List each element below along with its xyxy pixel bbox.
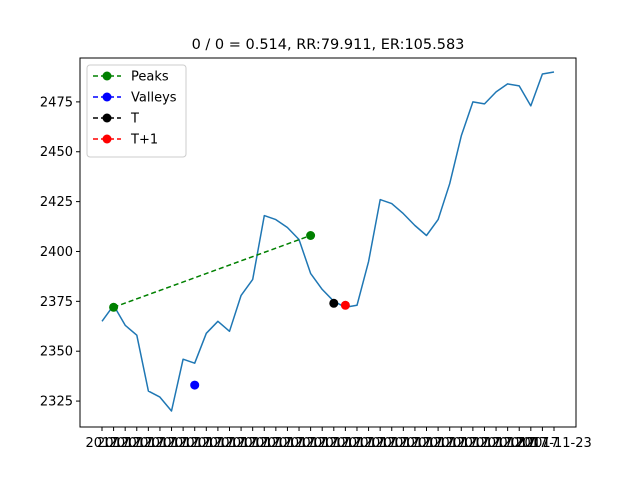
legend-marker-valleys xyxy=(102,92,112,102)
x-tick-label: 2017 xyxy=(97,436,130,451)
x-tick-label: 2017 xyxy=(132,436,165,451)
x-tick-label: 2017 xyxy=(468,436,501,451)
t-1-marker xyxy=(340,300,350,310)
x-tick-label: 2017-11-23 xyxy=(516,436,592,451)
x-tick-label: 2017 xyxy=(213,436,246,451)
x-tick-label: 2017 xyxy=(155,436,188,451)
chart-title: 0 / 0 = 0.514, RR:79.911, ER:105.583 xyxy=(192,37,465,53)
x-tick-label: 2017 xyxy=(422,436,455,451)
x-tick-label: 2017 xyxy=(410,436,443,451)
x-tick-label: 2017 xyxy=(375,436,408,451)
x-tick-label: 2017 xyxy=(236,436,269,451)
y-tick-label: 2350 xyxy=(40,345,73,360)
peaks-marker xyxy=(109,302,119,312)
x-tick-label: 2017 xyxy=(306,436,339,451)
x-tick-label: 2017 xyxy=(143,436,176,451)
legend-marker-t-1 xyxy=(102,134,112,144)
plot-frame xyxy=(79,57,577,428)
x-tick-label: 2017 xyxy=(433,436,466,451)
x-tick-label: 2017 xyxy=(109,436,142,451)
x-tick-label: 2017 xyxy=(445,436,478,451)
x-tick-label: 2017 xyxy=(352,436,385,451)
y-axis: 2325 2350 2375 2400 2425 2450 2475 xyxy=(40,95,80,410)
x-tick-label: 2017 xyxy=(364,436,397,451)
x-tick-label: 2017 xyxy=(271,436,304,451)
x-tick-label: 2017 xyxy=(456,436,489,451)
legend-label-t: T xyxy=(130,112,139,127)
y-tick-label: 2325 xyxy=(40,395,73,410)
x-tick-label: 2017 xyxy=(503,436,536,451)
y-tick-label: 2400 xyxy=(40,245,73,260)
legend-marker-t xyxy=(102,113,112,123)
x-tick-label: 2017 xyxy=(526,436,559,451)
y-tick-label: 2450 xyxy=(40,145,73,160)
x-tick-label: 2017 xyxy=(201,436,234,451)
legend-marker-peaks xyxy=(102,71,112,81)
x-tick-label: 2017 xyxy=(491,436,524,451)
x-tick-label: 2017 xyxy=(190,436,223,451)
price-line xyxy=(101,71,555,412)
x-tick-label: 2017 xyxy=(480,436,513,451)
valleys-marker xyxy=(190,380,200,390)
x-tick-label: 2017 xyxy=(340,436,373,451)
x-tick-label: 2017 xyxy=(167,436,200,451)
peaks-line xyxy=(113,234,311,309)
y-tick-label: 2425 xyxy=(40,195,73,210)
x-tick-label: 2017 xyxy=(294,436,327,451)
y-tick-label: 2375 xyxy=(40,295,73,310)
series-layer xyxy=(101,71,555,412)
legend-label-valleys: Valleys xyxy=(131,91,177,106)
legend: Peaks Valleys T T+1 xyxy=(86,64,187,158)
x-tick-label: 2017 xyxy=(248,436,281,451)
x-tick-label: 2017 xyxy=(120,436,153,451)
t-marker xyxy=(329,298,339,308)
y-tick-label: 2475 xyxy=(40,95,73,110)
x-tick-label: 2017 xyxy=(225,436,258,451)
x-axis: 2017201720172017201720172017201720172017… xyxy=(85,427,592,451)
x-tick-label: 2017 xyxy=(178,436,211,451)
overlay-layer xyxy=(109,231,350,390)
x-tick-label: 2017 xyxy=(387,436,420,451)
legend-label-peaks: Peaks xyxy=(131,70,169,85)
x-tick-label: 2017 xyxy=(282,436,315,451)
legend-box xyxy=(86,64,187,158)
peaks-marker xyxy=(306,231,316,240)
plot-area xyxy=(79,57,577,428)
legend-label-t-1: T+1 xyxy=(130,133,158,148)
x-tick-label: 2017 xyxy=(514,436,547,451)
x-tick-label: 2017 xyxy=(85,436,118,451)
x-tick-label: 2017 xyxy=(317,436,350,451)
x-tick-label: 2017 xyxy=(259,436,292,451)
x-tick-label: 2017 xyxy=(329,436,362,451)
x-tick-label: 2017 xyxy=(398,436,431,451)
